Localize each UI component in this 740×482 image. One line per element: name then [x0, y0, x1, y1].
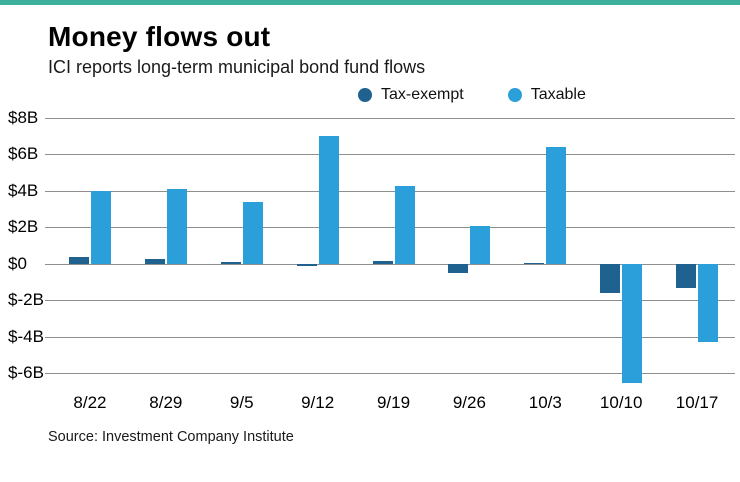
x-tick-label: 9/26 [452, 393, 486, 412]
bar-taxable-10/17 [698, 263, 719, 343]
y-tick-label: $6B [8, 144, 39, 164]
legend-dot-icon [507, 88, 522, 102]
bar-tax-exempt-10/10 [600, 263, 621, 293]
x-tick-label: 8/22 [73, 393, 107, 412]
y-tick-label: $-4B [8, 326, 44, 346]
bar-tax-exempt-9/19 [372, 261, 393, 264]
x-tick-label: 9/12 [301, 393, 335, 412]
bar-taxable-8/22 [90, 190, 111, 264]
y-tick-label: $0 [8, 253, 27, 273]
legend-dot-icon [358, 88, 372, 102]
bar-tax-exempt-8/22 [68, 256, 89, 264]
bar-tax-exempt-9/5 [220, 262, 241, 264]
gridline [45, 154, 735, 156]
bar-taxable-9/26 [470, 225, 491, 264]
legend-item-tax-exempt: Tax-exempt [358, 86, 464, 104]
y-tick-label: $4B [8, 180, 39, 200]
gridline [45, 118, 735, 119]
legend: Tax-exempt Taxable [358, 86, 740, 104]
chart-title: Money flows out [48, 21, 271, 52]
bar-tax-exempt-8/29 [144, 259, 165, 264]
legend-label: Tax-exempt [381, 86, 464, 103]
legend-label: Taxable [530, 86, 586, 103]
x-tick-label: 8/29 [149, 393, 183, 412]
top-accent-bar [0, 0, 740, 5]
y-tick-label: $2B [8, 217, 39, 237]
x-tick-label: 9/5 [229, 393, 254, 412]
bar-taxable-10/3 [546, 147, 567, 264]
gridline [45, 336, 735, 338]
bar-taxable-9/5 [242, 201, 263, 264]
bar-tax-exempt-9/26 [448, 263, 469, 273]
bar-tax-exempt-10/17 [676, 263, 697, 288]
bar-tax-exempt-9/12 [296, 263, 317, 266]
x-tick-label: 10/17 [675, 393, 719, 412]
x-axis: 8/22 8/29 9/5 9/12 9/19 9/26 10/3 10/10 10/17 [52, 393, 735, 413]
legend-item-taxable: Taxable [507, 86, 586, 104]
bar-chart: $8B $6B $4B $2B $0 $-2B $-4B $-6B [0, 108, 735, 386]
bar-taxable-10/10 [622, 263, 643, 384]
gridline [45, 373, 735, 375]
gridline [45, 300, 735, 302]
bar-taxable-8/29 [166, 189, 187, 264]
x-tick-label: 9/19 [376, 393, 411, 412]
y-tick-label: $-6B [8, 363, 44, 383]
bar-taxable-9/12 [318, 136, 339, 264]
bar-taxable-9/19 [394, 186, 415, 264]
chart-subtitle: ICI reports long-term municipal bond fun… [48, 57, 426, 77]
gridline [45, 263, 735, 265]
x-tick-label: 10/10 [599, 393, 643, 412]
y-tick-label: $-2B [8, 290, 44, 310]
x-tick-label: 10/3 [528, 393, 562, 412]
y-tick-label: $8B [8, 108, 39, 127]
plot-area [45, 118, 735, 386]
source-note: Source: Investment Company Institute [48, 429, 294, 445]
gridline [45, 227, 735, 229]
bar-tax-exempt-10/3 [524, 262, 545, 264]
gridline [45, 190, 735, 192]
y-axis: $8B $6B $4B $2B $0 $-2B $-4B $-6B [0, 108, 52, 386]
